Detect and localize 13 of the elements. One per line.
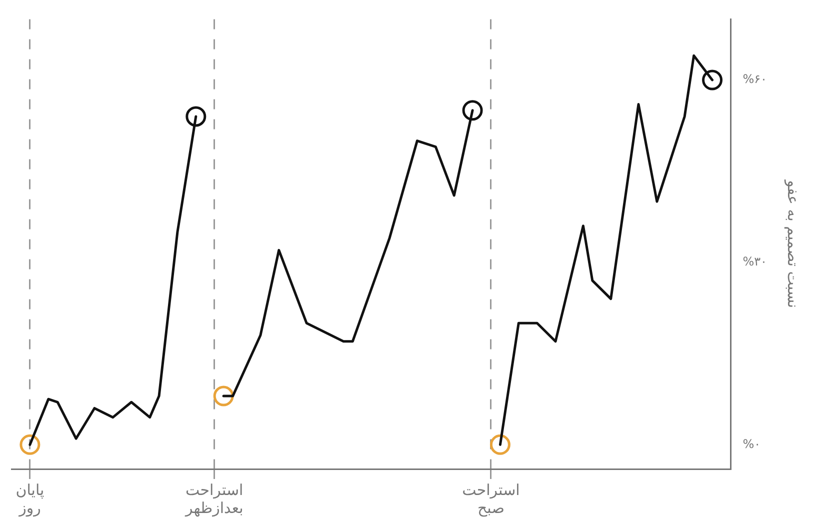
point <box>186 106 206 127</box>
y-tick-label: %۳۰ <box>742 254 768 268</box>
point <box>702 70 723 90</box>
y-axis-title: نسبت تصمیم به عفو <box>784 179 802 308</box>
point <box>490 434 510 455</box>
y-tick-label: %۰ <box>742 436 761 451</box>
x-tick-label: استراحت صبح <box>462 480 520 517</box>
point <box>20 434 40 455</box>
x-tick-label: استراحت بعدازظهر <box>184 480 244 517</box>
point <box>462 100 483 121</box>
point <box>213 386 234 406</box>
y-tick-label: %۶۰ <box>742 72 768 86</box>
x-tick-label: پایان روز <box>16 480 44 517</box>
